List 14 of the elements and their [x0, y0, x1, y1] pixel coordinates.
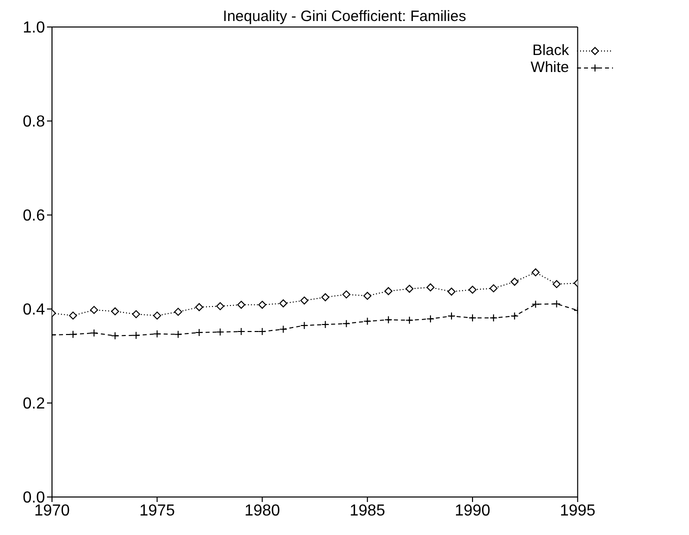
chart-title: Inequality - Gini Coefficient: Families — [222, 8, 466, 25]
x-tick-label: 1990 — [454, 502, 490, 520]
x-tick-label: 1970 — [34, 502, 70, 520]
x-tick-label: 1995 — [560, 502, 596, 520]
x-tick-label: 1975 — [139, 502, 176, 520]
x-tick-label: 1980 — [244, 502, 280, 520]
y-tick-label: 0.4 — [22, 302, 46, 319]
y-tick-label: 1.0 — [22, 20, 46, 37]
legend-label: White — [530, 59, 569, 76]
y-tick-label: 0.2 — [22, 396, 46, 413]
y-tick-label: 0.8 — [22, 114, 46, 131]
x-tick-label: 1985 — [350, 502, 386, 520]
legend-label: Black — [532, 42, 569, 59]
y-tick-label: 0.6 — [22, 208, 46, 225]
